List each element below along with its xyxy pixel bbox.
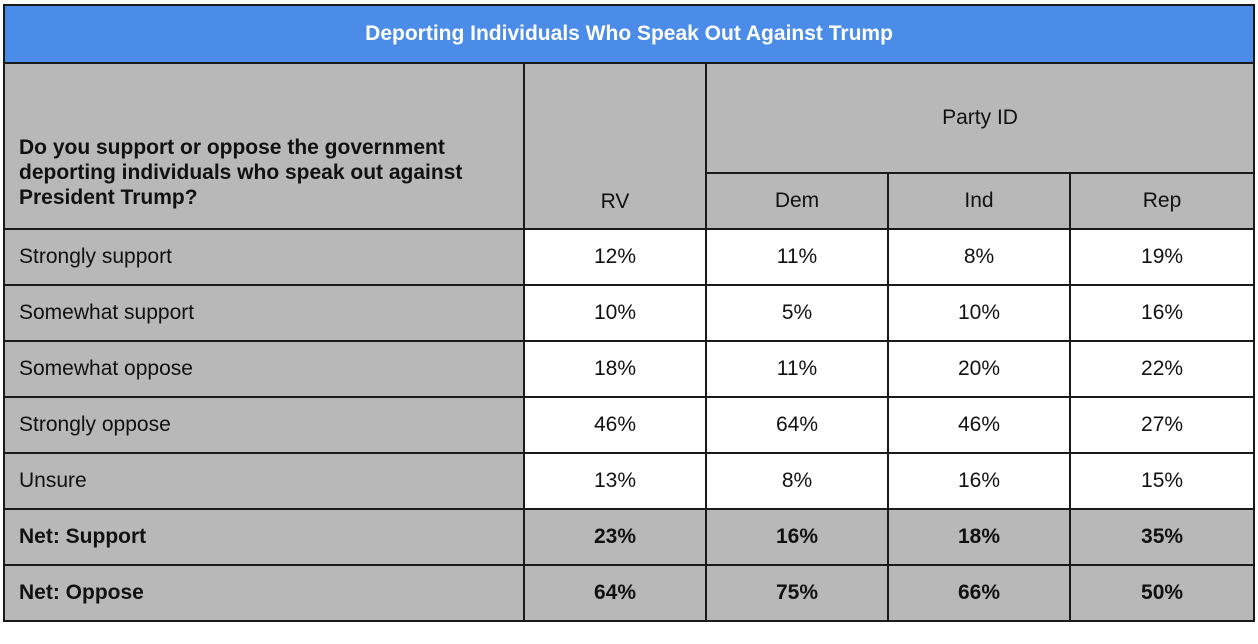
cell-dem: 5% bbox=[705, 284, 889, 342]
cell-ind: 18% bbox=[887, 508, 1071, 566]
row-label: Somewhat support bbox=[3, 284, 525, 342]
table-row: Net: Oppose 64% 75% 66% 50% bbox=[3, 564, 1256, 622]
table-title: Deporting Individuals Who Speak Out Agai… bbox=[2, 4, 1256, 64]
question-header: Do you support or oppose the government … bbox=[3, 62, 525, 230]
cell-ind: 20% bbox=[887, 340, 1071, 398]
cell-rep: 19% bbox=[1068, 228, 1256, 286]
row-label: Somewhat oppose bbox=[3, 340, 525, 398]
cell-ind: 66% bbox=[887, 564, 1071, 622]
crosstab-table: Deporting Individuals Who Speak Out Agai… bbox=[2, 4, 1256, 622]
cell-dem: 16% bbox=[705, 508, 889, 566]
table-row: Net: Support 23% 16% 18% 35% bbox=[3, 508, 1256, 566]
cell-rep: 15% bbox=[1068, 452, 1256, 510]
cell-ind: 10% bbox=[887, 284, 1071, 342]
cell-rv: 10% bbox=[523, 284, 707, 342]
header-row-group: Do you support or oppose the government … bbox=[3, 62, 1256, 230]
cell-ind: 46% bbox=[887, 396, 1071, 454]
cell-ind: 8% bbox=[887, 228, 1071, 286]
table-row: Somewhat oppose 18% 11% 20% 22% bbox=[3, 340, 1256, 398]
header-row-columns: Dem Ind Rep bbox=[4, 172, 1256, 230]
cell-dem: 64% bbox=[705, 396, 889, 454]
cell-rep: 22% bbox=[1068, 340, 1256, 398]
cell-rv: 18% bbox=[523, 340, 707, 398]
cell-rep: 27% bbox=[1068, 396, 1256, 454]
cell-rv: 46% bbox=[523, 396, 707, 454]
column-header-dem: Dem bbox=[705, 172, 889, 230]
cell-rv: 23% bbox=[523, 508, 707, 566]
row-label: Strongly oppose bbox=[3, 396, 525, 454]
party-id-group-header: Party ID bbox=[704, 62, 1256, 174]
title-row: Deporting Individuals Who Speak Out Agai… bbox=[2, 4, 1256, 64]
cell-rv: 13% bbox=[523, 452, 707, 510]
row-label: Net: Support bbox=[3, 508, 525, 566]
cell-dem: 75% bbox=[705, 564, 889, 622]
crosstab-table-container: Deporting Individuals Who Speak Out Agai… bbox=[2, 4, 1256, 622]
column-header-ind: Ind bbox=[887, 172, 1071, 230]
row-label: Strongly support bbox=[3, 228, 525, 286]
column-header-rv: RV bbox=[523, 62, 707, 230]
cell-rep: 50% bbox=[1068, 564, 1256, 622]
column-header-rep: Rep bbox=[1068, 172, 1256, 230]
table-row: Strongly oppose 46% 64% 46% 27% bbox=[3, 396, 1256, 454]
row-label: Unsure bbox=[3, 452, 525, 510]
cell-rep: 16% bbox=[1068, 284, 1256, 342]
cell-rv: 12% bbox=[523, 228, 707, 286]
cell-dem: 11% bbox=[705, 340, 889, 398]
table-row: Unsure 13% 8% 16% 15% bbox=[3, 452, 1256, 510]
cell-dem: 8% bbox=[705, 452, 889, 510]
table-row: Somewhat support 10% 5% 10% 16% bbox=[3, 284, 1256, 342]
cell-ind: 16% bbox=[887, 452, 1071, 510]
row-label: Net: Oppose bbox=[3, 564, 525, 622]
cell-rep: 35% bbox=[1068, 508, 1256, 566]
table-row: Strongly support 12% 11% 8% 19% bbox=[3, 228, 1256, 286]
cell-dem: 11% bbox=[705, 228, 889, 286]
cell-rv: 64% bbox=[523, 564, 707, 622]
